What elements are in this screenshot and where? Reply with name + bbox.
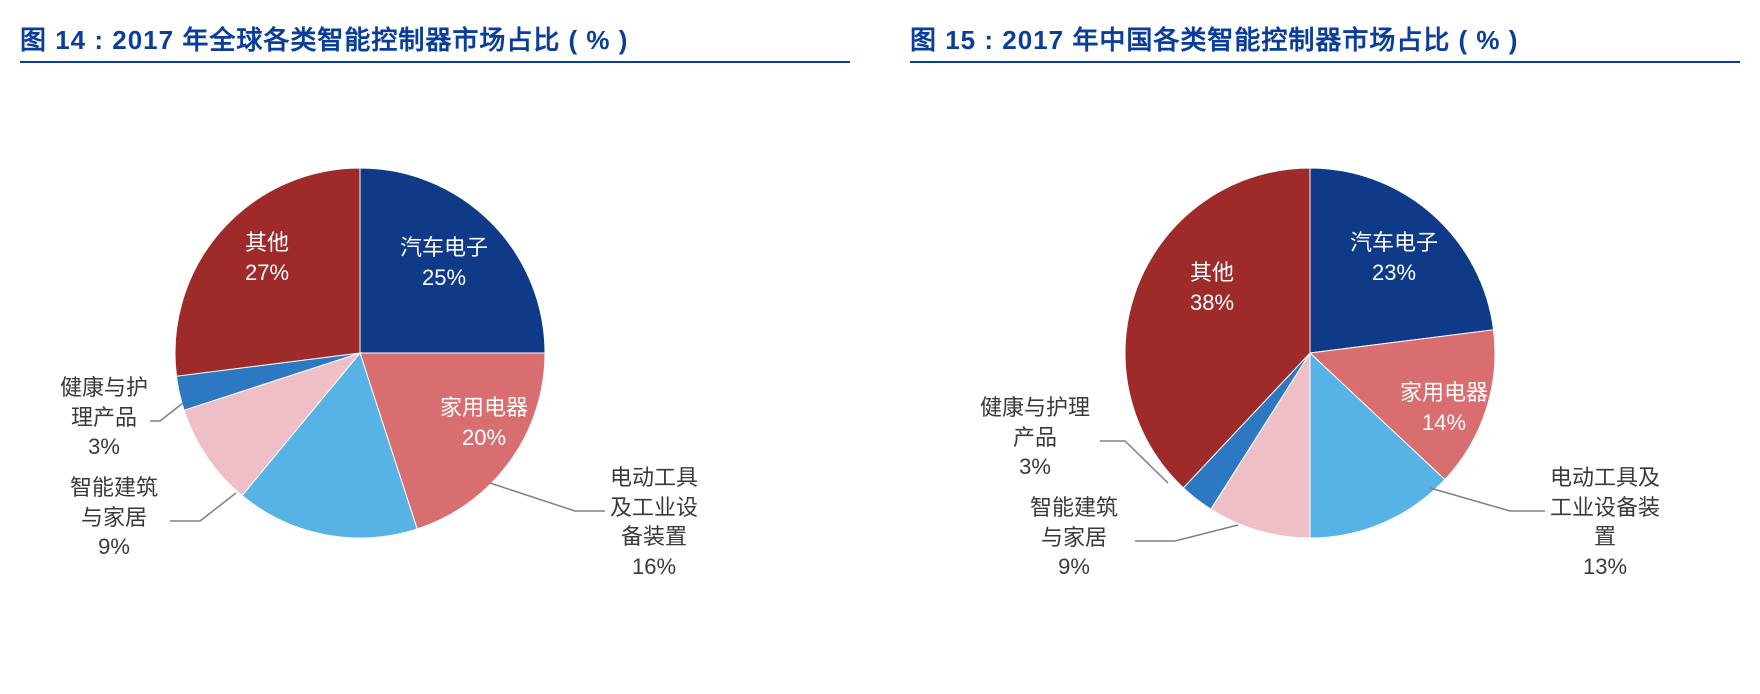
pie-wrap: 汽车电子 25% 家用电器 20% 电动工具 及工业设 备装置 16% 智能建筑 与家…	[20, 93, 850, 653]
pie-slice-label: 家用电器 14%	[1400, 378, 1488, 437]
leader-line	[1135, 525, 1238, 541]
pie-slice-callout: 电动工具 及工业设 备装置 16%	[610, 463, 698, 582]
pie-slice-callout: 电动工具及 工业设备装 置 13%	[1550, 463, 1660, 582]
pie-slice-callout: 智能建筑 与家居 9%	[70, 473, 158, 562]
pie-slice-label: 其他 27%	[245, 228, 289, 287]
pie-slice-label: 家用电器 20%	[440, 393, 528, 452]
chart-title: 图 14 : 2017 年全球各类智能控制器市场占比 ( % )	[20, 20, 850, 63]
leader-line	[1430, 488, 1545, 511]
pie-slice-label: 汽车电子 23%	[1350, 228, 1438, 287]
charts-row: 图 14 : 2017 年全球各类智能控制器市场占比 ( % ) 汽车电子 25%…	[20, 20, 1740, 653]
chart-panel: 图 15 : 2017 年中国各类智能控制器市场占比 ( % ) 汽车电子 23%…	[910, 20, 1740, 653]
pie-wrap: 汽车电子 23% 家用电器 14% 电动工具及 工业设备装 置 13% 智能建筑 与家…	[910, 93, 1740, 653]
leader-line	[170, 493, 236, 521]
chart-panel: 图 14 : 2017 年全球各类智能控制器市场占比 ( % ) 汽车电子 25%…	[20, 20, 850, 653]
leader-line	[490, 483, 605, 511]
pie-slice-callout: 健康与护理 产品 3%	[980, 393, 1090, 482]
pie-slice-callout: 健康与护 理产品 3%	[60, 373, 148, 462]
leader-line	[150, 403, 183, 421]
pie-slice-label: 其他 38%	[1190, 258, 1234, 317]
chart-title: 图 15 : 2017 年中国各类智能控制器市场占比 ( % )	[910, 20, 1740, 63]
pie-slice-callout: 智能建筑 与家居 9%	[1030, 493, 1118, 582]
pie-slice-label: 汽车电子 25%	[400, 233, 488, 292]
